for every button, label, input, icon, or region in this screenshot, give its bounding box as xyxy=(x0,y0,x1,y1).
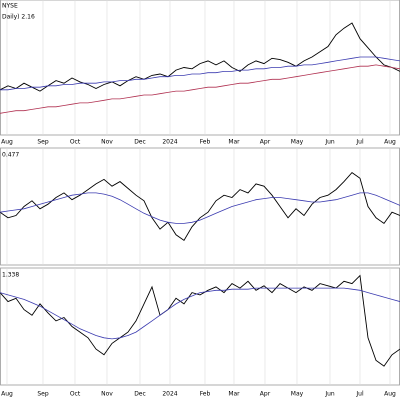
x-tick-label: Jun xyxy=(324,139,335,146)
price-line xyxy=(0,56,400,91)
price-line xyxy=(0,287,400,340)
x-tick-label: Oct xyxy=(70,139,81,146)
x-tick-label: Jun xyxy=(324,391,335,398)
x-tick-label: Feb xyxy=(200,391,211,398)
x-tick-label: Jul xyxy=(355,139,364,146)
x-tick-label: 2024 xyxy=(162,139,177,146)
panel-label: Daily) 2.16 xyxy=(2,14,35,21)
x-tick-label: Feb xyxy=(200,139,211,146)
x-tick-label: Aug xyxy=(1,139,13,146)
x-tick-label: Mar xyxy=(228,391,240,398)
chart-title: NYSE xyxy=(2,3,18,10)
x-tick-label: May xyxy=(291,391,304,398)
x-tick-label: Nov xyxy=(101,391,113,398)
x-tick-label: May xyxy=(291,139,304,146)
price-line xyxy=(0,22,400,92)
price-line xyxy=(0,64,400,114)
x-tick-label: Aug xyxy=(384,391,396,398)
x-tick-label: Apr xyxy=(260,391,271,398)
panel-frame xyxy=(0,147,400,266)
panel-label: 0.477 xyxy=(2,152,19,159)
x-tick-label: Jul xyxy=(355,391,364,398)
x-tick-label: Dec xyxy=(134,391,146,398)
x-tick-label: Nov xyxy=(101,139,113,146)
x-tick-label: Sep xyxy=(37,391,49,398)
panel-frame xyxy=(0,0,400,136)
price-line xyxy=(0,192,400,224)
price-line xyxy=(0,171,400,242)
x-tick-label: 2024 xyxy=(162,391,177,398)
x-tick-label: Dec xyxy=(134,139,146,146)
x-tick-label: Apr xyxy=(260,139,271,146)
x-tick-label: Aug xyxy=(1,391,13,398)
x-tick-label: Oct xyxy=(70,391,81,398)
price-line xyxy=(0,274,400,367)
panel-label: 1.338 xyxy=(2,272,19,279)
x-tick-label: Mar xyxy=(228,139,240,146)
x-tick-label: Sep xyxy=(37,139,49,146)
x-tick-label: Aug xyxy=(384,139,396,146)
